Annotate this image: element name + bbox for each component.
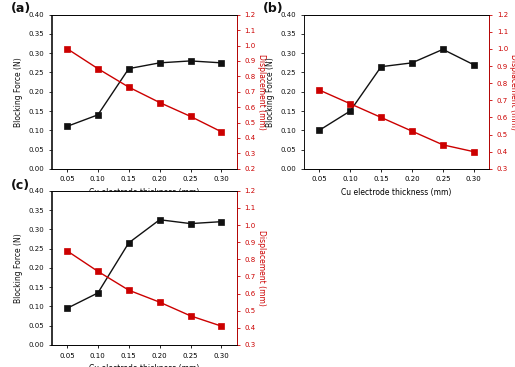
Text: (c): (c): [11, 178, 30, 192]
Y-axis label: Blocking Force (N): Blocking Force (N): [13, 233, 23, 303]
X-axis label: Cu electrode thickness (mm): Cu electrode thickness (mm): [89, 364, 199, 367]
Y-axis label: Blocking Force (N): Blocking Force (N): [13, 57, 23, 127]
Y-axis label: Displacement (mm): Displacement (mm): [509, 54, 515, 130]
Text: (a): (a): [11, 2, 31, 15]
Y-axis label: Blocking Force (N): Blocking Force (N): [266, 57, 275, 127]
X-axis label: Cu electrode thickness (mm): Cu electrode thickness (mm): [89, 188, 199, 197]
Y-axis label: Displacement (mm): Displacement (mm): [256, 54, 266, 130]
Text: (b): (b): [263, 2, 284, 15]
Y-axis label: Displacement (mm): Displacement (mm): [256, 230, 266, 306]
X-axis label: Cu electrode thickness (mm): Cu electrode thickness (mm): [341, 188, 452, 197]
